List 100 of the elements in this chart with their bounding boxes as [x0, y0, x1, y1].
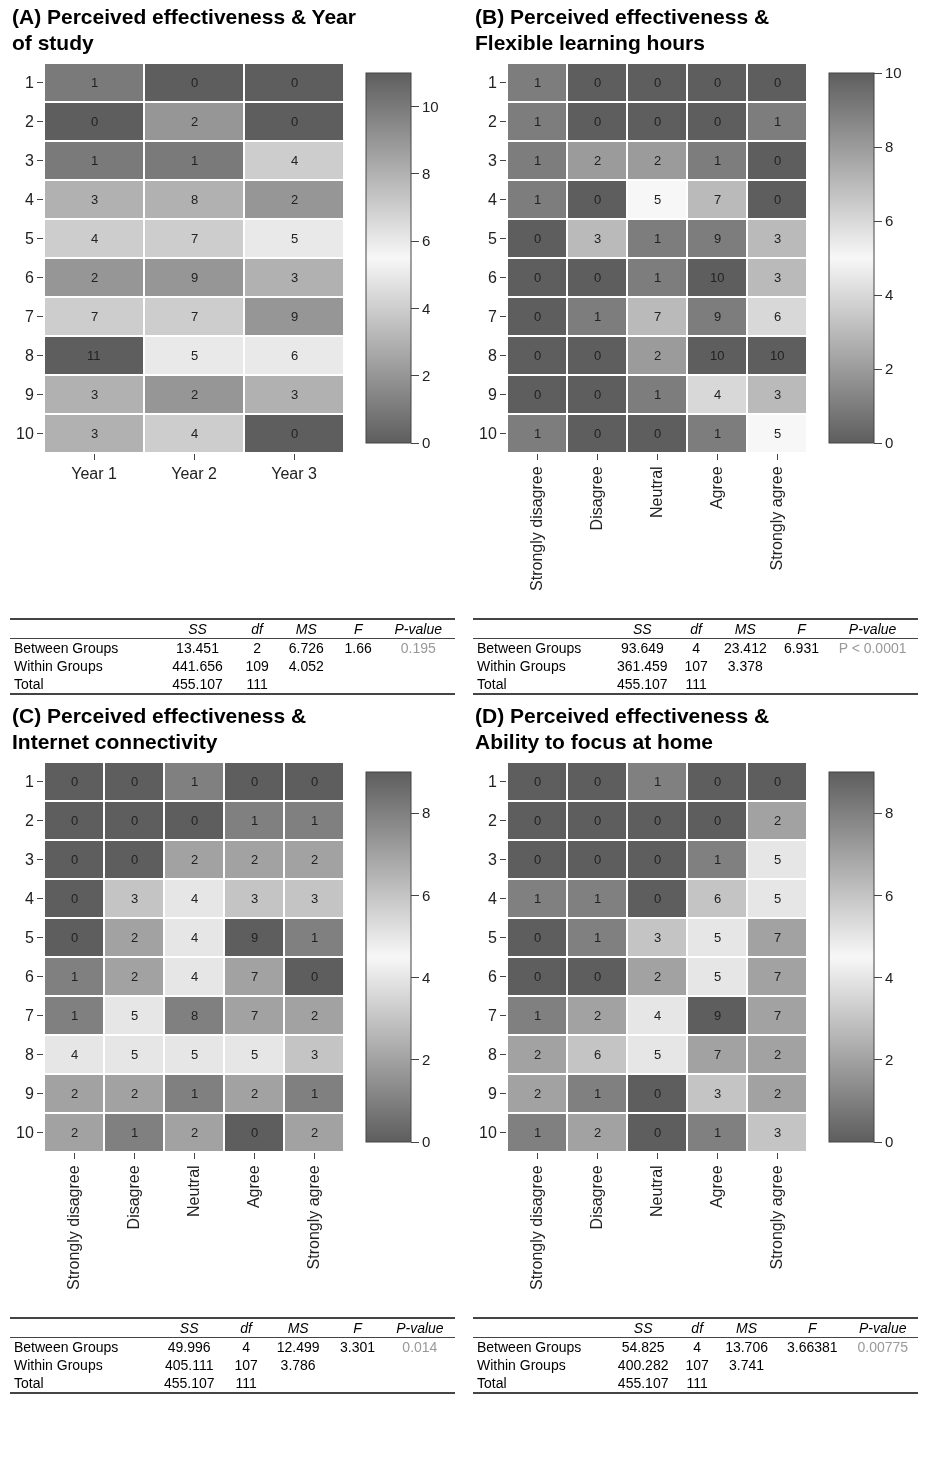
data-label: 0	[291, 75, 299, 90]
data-label: 0	[594, 387, 602, 402]
data-label: 0	[714, 774, 722, 789]
data-label: 5	[251, 1047, 259, 1062]
data-label: 2	[774, 1047, 782, 1062]
text: 4.052	[287, 657, 325, 675]
data-label: 0	[251, 1125, 259, 1140]
text: Between Groups	[476, 1338, 583, 1356]
color-bar-label: 2	[422, 1051, 431, 1069]
data-label: 0	[594, 348, 602, 363]
data-label: 10	[710, 348, 725, 363]
color-bar-label: 6	[422, 886, 431, 904]
data-label: 1	[71, 1008, 79, 1023]
data-label: 7	[714, 1047, 722, 1062]
data-label: 5	[774, 426, 782, 441]
data-label: 2	[534, 1086, 542, 1101]
text: Between Groups	[13, 639, 120, 657]
data-label: 2	[191, 114, 199, 129]
y-tick-label: 7	[487, 308, 497, 326]
data-label: 0	[774, 153, 782, 168]
data-label: 2	[311, 1125, 319, 1140]
data-label: 2	[594, 153, 602, 168]
y-tick-label: 8	[24, 1046, 34, 1064]
text: 111	[234, 1374, 258, 1393]
data-label: 0	[654, 891, 662, 906]
color-bar-label: 4	[885, 286, 894, 304]
x-tick-label: Agree	[245, 1165, 263, 1209]
data-label: 3	[91, 192, 99, 207]
data-label: 6	[774, 309, 782, 324]
text: 4	[241, 1338, 251, 1356]
color-bar-label: 4	[422, 968, 431, 986]
text: 455.107	[171, 675, 224, 694]
data-label: 1	[654, 387, 662, 402]
text: Between Groups	[13, 1338, 120, 1356]
text: 13.451	[175, 639, 220, 657]
data-label: 1	[714, 153, 722, 168]
data-label: 0	[311, 774, 319, 789]
data-label: 2	[654, 348, 662, 363]
data-label: 0	[191, 813, 199, 828]
text: MS	[277, 619, 335, 639]
data-label: 0	[534, 387, 542, 402]
data-label: 1	[534, 192, 542, 207]
data-label: 10	[710, 270, 725, 285]
data-label: 4	[91, 231, 99, 246]
data-label: 8	[191, 192, 199, 207]
text: MS	[716, 1318, 778, 1338]
x-tick-label: Strongly agree	[305, 1165, 323, 1270]
text: P-value	[847, 1318, 918, 1338]
text: Within Groups	[476, 657, 567, 675]
data-label: 2	[191, 1125, 199, 1140]
data-label: 0	[594, 774, 602, 789]
y-tick-label: 4	[24, 890, 34, 908]
text: MS	[714, 619, 776, 639]
data-label: 0	[594, 270, 602, 285]
data-label: 0	[654, 813, 662, 828]
x-tick-label: Year 3	[271, 465, 317, 483]
data-label: 3	[774, 270, 782, 285]
data-label: 1	[311, 1086, 319, 1101]
data-label: 1	[251, 813, 259, 828]
data-label: 0	[594, 114, 602, 129]
data-label: 2	[131, 930, 139, 945]
text: Total	[476, 1374, 508, 1393]
x-tick-label: Year 2	[171, 465, 217, 483]
data-label: 0	[534, 813, 542, 828]
y-tick-label: 8	[487, 347, 497, 365]
data-label: 0	[71, 891, 79, 906]
y-tick-label: 9	[24, 386, 34, 404]
data-label: 3	[91, 387, 99, 402]
text: 3.378	[726, 657, 764, 675]
data-label: 5	[131, 1047, 139, 1062]
chart-title: (A) Perceived effectiveness & Year of study	[12, 4, 357, 56]
color-bar-label: 8	[422, 165, 431, 183]
text: Total	[476, 675, 508, 694]
data-label: 0	[594, 426, 602, 441]
data-label: 0	[71, 930, 79, 945]
data-label: 1	[774, 114, 782, 129]
y-tick-label: 1	[487, 773, 497, 791]
color-bar-label: 0	[422, 434, 431, 452]
text: 6.726	[287, 639, 325, 657]
y-tick-label: 3	[487, 851, 497, 869]
text: Within Groups	[476, 1356, 567, 1374]
data-label: 0	[534, 270, 542, 285]
data-label: 11	[87, 348, 101, 363]
y-tick-label: 2	[487, 812, 497, 830]
x-tick-label: Neutral	[648, 466, 666, 518]
data-label: 1	[191, 774, 199, 789]
text: 107	[233, 1356, 259, 1374]
data-label: 1	[714, 1125, 722, 1140]
text: 455.107	[616, 675, 669, 694]
data-label: 0	[594, 813, 602, 828]
y-tick-label: 4	[24, 191, 34, 209]
chart-title: (D) Perceived effectiveness & Ability to focus at home	[475, 703, 771, 755]
data-label: 1	[534, 891, 542, 906]
data-label: 7	[774, 930, 782, 945]
data-label: 7	[714, 192, 722, 207]
data-label: 7	[774, 1008, 782, 1023]
data-label: 1	[311, 930, 319, 945]
data-label: 0	[534, 348, 542, 363]
data-label: 0	[534, 852, 542, 867]
text: 0.00775	[856, 1338, 910, 1356]
